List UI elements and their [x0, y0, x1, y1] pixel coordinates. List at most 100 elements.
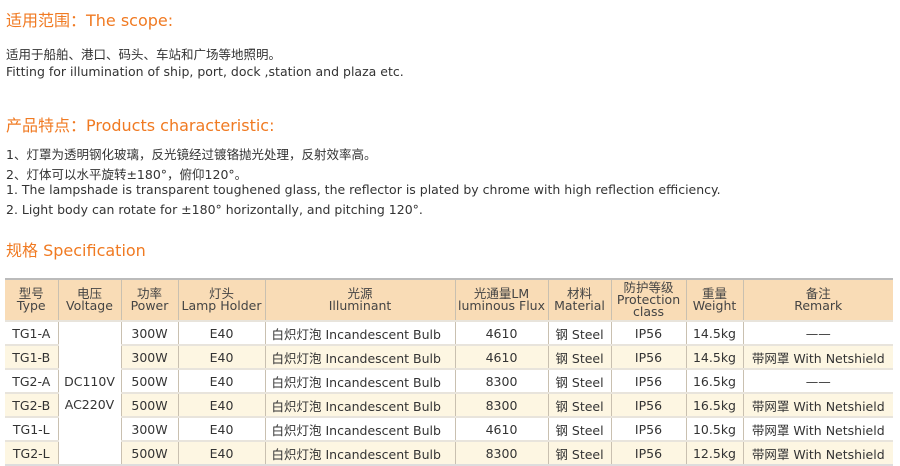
header-text: Material: [554, 298, 605, 313]
header-text: 灯头: [208, 286, 234, 301]
table-cell: 500W: [120, 368, 178, 393]
table-cell: 14.5kg: [685, 344, 743, 369]
table-cell: 白炽灯泡 Incandescent Bulb: [264, 392, 455, 417]
table-cell: 4610: [454, 344, 548, 369]
table-cell: IP56: [610, 416, 686, 441]
header-text: Weight: [692, 298, 737, 313]
table-cell: 14.5kg: [685, 320, 743, 345]
table-cell: IP56: [610, 320, 686, 345]
table-cell: 带网罩 With Netshield: [742, 392, 893, 417]
features-heading: 产品特点：Products characteristic:: [6, 116, 275, 135]
table-row: TG1-B 300W E40 白炽灯泡 Incandescent Bulb 4610 钢 …: [5, 344, 893, 369]
column-header: 光源 Illuminant: [264, 279, 455, 321]
table-cell: 4610: [454, 416, 548, 441]
column-header: 功率 Power: [120, 279, 178, 321]
table-cell: TG1-B: [5, 344, 58, 369]
table-cell: 白炽灯泡 Incandescent Bulb: [264, 416, 455, 441]
table-cell: IP56: [610, 392, 686, 417]
table-cell: 300W: [120, 320, 178, 345]
table-cell: 8300: [454, 368, 548, 393]
table-row: TG2-B 500W E40 白炽灯泡 Incandescent Bulb 8300 钢 …: [5, 392, 893, 417]
header-text: Voltage: [66, 298, 113, 313]
table-row: TG1-A DC110V AC220V 300W E40 白炽灯泡 Incandescen…: [5, 320, 893, 465]
table-cell: E40: [177, 368, 265, 393]
column-header: 电压 Voltage: [57, 279, 121, 321]
table-cell: 10.5kg: [685, 416, 743, 441]
table-cell: 4610: [454, 320, 548, 345]
column-header: 光通量LM luminous Flux: [454, 279, 548, 321]
table-cell: 白炽灯泡 Incandescent Bulb: [264, 320, 455, 345]
voltage-text: AC220V: [64, 397, 115, 412]
header-text: 材料: [566, 286, 592, 301]
table-cell: 16.5kg: [685, 368, 743, 393]
header-text: 型号: [18, 286, 44, 301]
scope-heading: 适用范围：The scope:: [6, 11, 174, 30]
table-cell: TG1-A: [5, 320, 58, 345]
table-cell: 8300: [454, 440, 548, 465]
table-cell: 300W: [120, 416, 178, 441]
table-row: TG2-L 500W E40 白炽灯泡 Incandescent Bulb 8300 钢 …: [5, 440, 893, 465]
feature-line: 2. Light body can rotate for ±180° horiz…: [6, 202, 423, 217]
header-text: Lamp Holder: [181, 298, 262, 313]
table-cell: 白炽灯泡 Incandescent Bulb: [264, 344, 455, 369]
feature-line: 2、灯体可以水平旋转±180°，俯仰120°。: [6, 167, 248, 182]
table-cell: IP56: [610, 368, 686, 393]
table-cell: E40: [177, 344, 265, 369]
table-cell: IP56: [610, 344, 686, 369]
table-cell: 钢 Steel: [547, 344, 611, 369]
voltage-text: DC110V: [64, 374, 115, 389]
table-cell: E40: [177, 320, 265, 345]
table-cell: ——: [742, 368, 893, 393]
table-cell: 8300: [454, 392, 548, 417]
table-cell: TG2-A: [5, 368, 58, 393]
header-text: 电压: [76, 286, 102, 301]
feature-line: 1、灯罩为透明钢化玻璃，反光镜经过镀铬抛光处理，反射效率高。: [6, 147, 377, 162]
table-cell: 钢 Steel: [547, 416, 611, 441]
scope-en: Fitting for illumination of ship, port, …: [6, 64, 404, 79]
spec-heading: 规格 Specification: [6, 241, 146, 260]
voltage-cell: DC110V AC220V: [57, 320, 121, 465]
header-text: Illuminant: [328, 298, 392, 313]
header-text: Power: [130, 298, 169, 313]
spec-table: 型号 Type 电压 Voltage 功率 Power 灯头 Lamp Holder 光源 Ill…: [5, 278, 893, 466]
table-cell: 12.5kg: [685, 440, 743, 465]
header-text: luminous Flux: [457, 298, 545, 313]
table-cell: 500W: [120, 392, 178, 417]
column-header: 灯头 Lamp Holder: [177, 279, 265, 321]
table-cell: TG2-B: [5, 392, 58, 417]
table-cell: 16.5kg: [685, 392, 743, 417]
table-cell: 钢 Steel: [547, 320, 611, 345]
table-cell: 白炽灯泡 Incandescent Bulb: [264, 368, 455, 393]
column-header: 备注 Remark: [742, 279, 893, 321]
table-cell: 带网罩 With Netshield: [742, 344, 893, 369]
table-cell: 500W: [120, 440, 178, 465]
table-cell: 带网罩 With Netshield: [742, 440, 893, 465]
header-text: 光源: [347, 286, 373, 301]
scope-cn: 适用于船舶、港口、码头、车站和广场等地照明。: [6, 47, 282, 62]
table-cell: 钢 Steel: [547, 440, 611, 465]
table-cell: 白炽灯泡 Incandescent Bulb: [264, 440, 455, 465]
header-text: Protection class: [616, 292, 681, 319]
column-header: 重量 Weight: [685, 279, 743, 321]
table-cell: ——: [742, 320, 893, 345]
header-text: Type: [16, 298, 46, 313]
table-cell: 钢 Steel: [547, 392, 611, 417]
table-cell: E40: [177, 440, 265, 465]
table-row: TG2-A 500W E40 白炽灯泡 Incandescent Bulb 8300 钢 …: [5, 368, 893, 393]
table-row: TG1-L 300W E40 白炽灯泡 Incandescent Bulb 4610 钢 …: [5, 416, 893, 441]
header-text: Remark: [794, 298, 843, 313]
column-header: 防护等级 Protection class: [610, 279, 686, 321]
header-text: 光通量LM: [473, 286, 530, 301]
table-cell: E40: [177, 416, 265, 441]
header-text: 防护等级: [623, 280, 674, 295]
table-cell: TG1-L: [5, 416, 58, 441]
table-cell: IP56: [610, 440, 686, 465]
header-text: 备注: [805, 286, 831, 301]
header-text: 功率: [136, 286, 162, 301]
column-header: 材料 Material: [547, 279, 611, 321]
table-cell: E40: [177, 392, 265, 417]
feature-line: 1. The lampshade is transparent toughene…: [6, 182, 721, 197]
table-cell: TG2-L: [5, 440, 58, 465]
table-cell: 带网罩 With Netshield: [742, 416, 893, 441]
table-cell: 300W: [120, 344, 178, 369]
